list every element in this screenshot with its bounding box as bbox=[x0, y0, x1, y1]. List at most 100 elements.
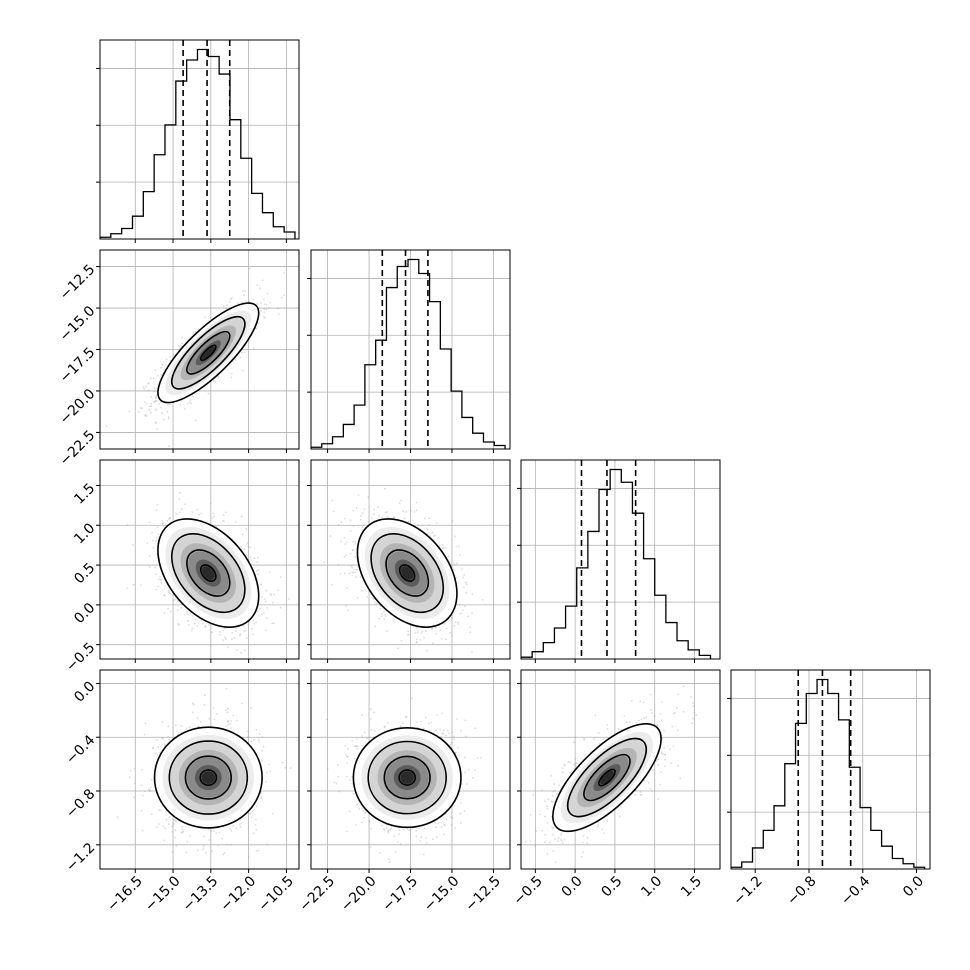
scatter-point bbox=[256, 284, 258, 287]
scatter-point bbox=[423, 660, 425, 662]
scatter-point bbox=[230, 372, 233, 375]
scatter-point bbox=[126, 587, 129, 590]
scatter-point bbox=[422, 636, 425, 639]
scatter-point bbox=[374, 625, 377, 628]
scatter-point bbox=[465, 591, 468, 594]
scatter-point bbox=[176, 513, 179, 516]
scatter-point bbox=[164, 827, 167, 830]
scatter-point bbox=[157, 745, 160, 748]
scatter-point bbox=[223, 852, 226, 854]
scatter-point bbox=[227, 723, 230, 726]
scatter-point bbox=[462, 609, 464, 612]
scatter-point bbox=[178, 498, 181, 500]
scatter-point bbox=[145, 385, 148, 388]
scatter-point bbox=[252, 347, 255, 350]
scatter-point bbox=[260, 309, 262, 312]
histogram-panel-2 bbox=[517, 459, 721, 663]
scatter-point bbox=[235, 719, 238, 722]
scatter-point bbox=[180, 508, 183, 510]
scatter-point bbox=[166, 411, 169, 413]
y-tick-label: −12.5 bbox=[57, 262, 99, 304]
scatter-point bbox=[191, 711, 194, 714]
scatter-point bbox=[208, 839, 211, 841]
scatter-point bbox=[362, 524, 365, 527]
scatter-point bbox=[239, 825, 242, 828]
scatter-point bbox=[155, 509, 158, 512]
scatter-point bbox=[144, 414, 146, 417]
scatter-point bbox=[411, 660, 413, 662]
scatter-point bbox=[241, 289, 244, 292]
scatter-point bbox=[277, 307, 280, 310]
scatter-point bbox=[144, 413, 147, 416]
scatter-point bbox=[150, 402, 153, 405]
scatter-point bbox=[226, 720, 229, 723]
scatter-point bbox=[160, 809, 162, 812]
scatter-point bbox=[397, 647, 400, 650]
scatter-point bbox=[250, 740, 253, 743]
scatter-point bbox=[191, 627, 194, 630]
scatter-point bbox=[465, 583, 468, 586]
scatter-point bbox=[147, 382, 149, 385]
scatter-point bbox=[256, 610, 259, 613]
scatter-point bbox=[400, 499, 403, 502]
scatter-point bbox=[420, 632, 423, 634]
scatter-point bbox=[343, 537, 346, 539]
scatter-point bbox=[361, 526, 364, 528]
scatter-point bbox=[344, 543, 347, 545]
scatter-point bbox=[239, 633, 242, 636]
scatter-point bbox=[400, 639, 403, 642]
scatter-point bbox=[156, 738, 159, 741]
scatter-point bbox=[208, 623, 210, 626]
scatter-point bbox=[352, 572, 355, 574]
scatter-point bbox=[229, 843, 232, 846]
scatter-point bbox=[351, 566, 354, 569]
y-tick-label: 1.0 bbox=[71, 520, 98, 547]
scatter-point bbox=[151, 531, 154, 534]
scatter-point bbox=[220, 837, 223, 840]
scatter-point bbox=[156, 754, 159, 756]
scatter-point bbox=[352, 549, 354, 552]
scatter-point bbox=[153, 401, 156, 403]
scatter-point bbox=[208, 717, 211, 720]
scatter-point bbox=[260, 759, 263, 762]
scatter-point bbox=[255, 818, 257, 821]
scatter-point bbox=[351, 548, 354, 551]
scatter-point bbox=[265, 617, 268, 620]
scatter-point bbox=[352, 509, 355, 512]
scatter-point bbox=[147, 389, 150, 392]
scatter-point bbox=[197, 513, 200, 516]
scatter-point bbox=[169, 356, 172, 358]
scatter-point bbox=[150, 778, 153, 781]
scatter-point bbox=[252, 619, 255, 622]
scatter-point bbox=[261, 749, 264, 752]
scatter-point bbox=[155, 394, 158, 397]
scatter-point bbox=[348, 572, 351, 575]
scatter-point bbox=[161, 522, 164, 525]
scatter-point bbox=[269, 301, 272, 304]
scatter-point bbox=[152, 546, 155, 549]
scatter-point bbox=[243, 548, 246, 551]
scatter-point bbox=[188, 726, 191, 729]
scatter-point bbox=[191, 615, 194, 617]
scatter-point bbox=[176, 609, 179, 611]
scatter-point bbox=[161, 520, 164, 522]
scatter-point bbox=[252, 633, 255, 636]
scatter-point bbox=[186, 840, 189, 843]
scatter-point bbox=[145, 415, 148, 417]
scatter-point bbox=[155, 400, 158, 402]
scatter-point bbox=[252, 739, 255, 741]
scatter-point bbox=[221, 519, 224, 522]
scatter-point bbox=[249, 812, 252, 815]
scatter-point bbox=[200, 512, 203, 515]
scatter-point bbox=[218, 831, 221, 834]
scatter-point bbox=[456, 562, 458, 565]
scatter-point bbox=[158, 823, 160, 825]
scatter-point bbox=[181, 831, 184, 834]
scatter-point bbox=[213, 830, 215, 832]
scatter-point bbox=[261, 613, 263, 616]
scatter-point bbox=[186, 611, 188, 614]
scatter-point bbox=[345, 604, 347, 607]
scatter-point bbox=[140, 809, 143, 812]
y-tick-label: −20.0 bbox=[57, 386, 99, 428]
scatter-point bbox=[463, 574, 466, 576]
